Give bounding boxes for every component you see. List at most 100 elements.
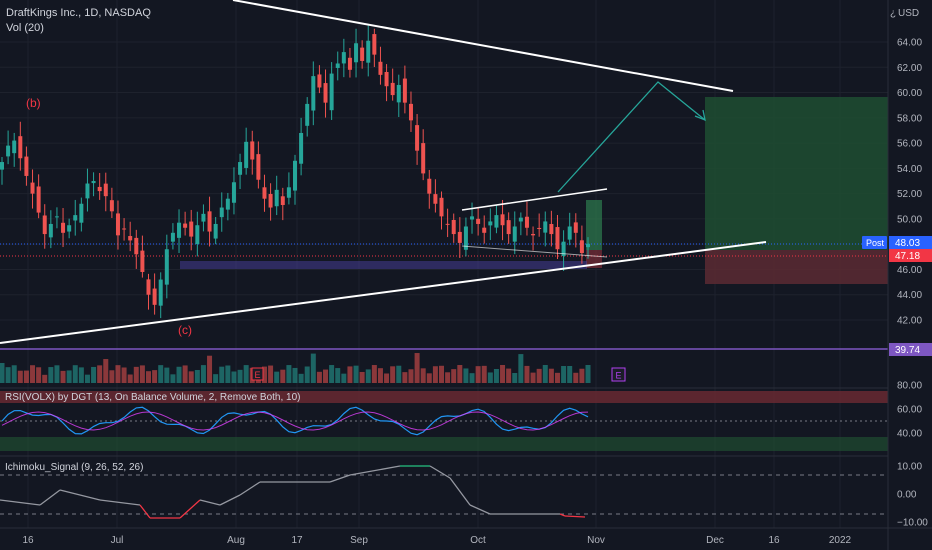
long-target-zone[interactable] [705,97,888,250]
candle-body [341,52,346,64]
volume-bar [542,365,548,383]
x-axis[interactable]: 16 Jul Aug 17 Sep Oct Nov Dec 16 2022 [22,535,851,546]
candle-body [103,183,108,197]
volume-bar [182,365,188,383]
volume-bar [487,372,493,383]
candle-body [164,249,169,285]
channel-upper-line[interactable] [461,188,608,211]
volume-bar [23,370,29,383]
candle-body [408,103,413,121]
earnings-badge-1-label: E [255,370,261,380]
volume-bar [133,366,139,383]
volume-bar [396,365,402,383]
volume-bar [365,369,371,383]
candle-body [250,141,255,160]
volume-bar [170,374,176,383]
candle-body [128,236,133,241]
volume-bar [426,373,432,383]
volume-bar [329,365,335,383]
candle-body [567,226,572,240]
volume-bar [408,369,414,383]
candle-body [262,187,267,199]
upper-trendline[interactable] [232,0,734,92]
volume-bar [42,374,48,383]
volume-bar [11,365,17,383]
candle-body [140,250,145,272]
support-zone [180,261,587,269]
osc-y-tick-label: −10.00 [897,518,928,529]
candle-body [445,223,450,225]
projection-path[interactable] [557,81,706,193]
x-tick-label: 16 [22,535,34,546]
candle-body [451,219,456,235]
volume-bar [347,366,353,383]
candle-body [311,76,316,111]
purple-level-value: 39.74 [895,345,920,356]
candle-body [470,216,475,220]
candle-body [12,140,17,154]
long-stop-zone[interactable] [705,250,888,284]
osc-y-tick-label: 40.00 [897,429,922,440]
small-target-box [586,200,602,250]
rsi-oversold-band [0,437,888,451]
earnings-badge-2[interactable] [611,367,626,382]
volume-bar [402,372,408,383]
ichimoku-segment [0,499,41,506]
volume-bar [194,369,200,383]
y-tick-label: 64.00 [897,38,922,49]
volume-bar [17,370,23,383]
candle-body [488,221,493,226]
volume-bars [0,353,591,383]
candle-body [476,218,481,224]
x-tick-label: 17 [291,535,303,546]
symbol-title: DraftKings Inc., 1D, NASDAQ [6,7,151,19]
candle-body [97,186,102,192]
osc-y-tick-label: 60.00 [897,405,922,416]
ichimoku-segment [99,499,141,506]
x-tick-label: 2022 [829,535,852,546]
candle-body [24,156,29,176]
volume-bar [48,367,54,383]
earnings-badge-1[interactable] [251,367,264,381]
y-tick-label: 46.00 [897,265,922,276]
x-tick-label: Aug [227,535,245,546]
currency-label[interactable]: USD [898,8,919,19]
candle-body [213,223,218,239]
ichimoku-segment [329,474,351,483]
purple-level-box [889,343,932,356]
volume-bar [268,365,274,383]
candle-body [329,73,334,111]
rsi-line [1,406,589,436]
volume-bar [286,365,292,383]
volume-bar [341,373,347,383]
candle-body [506,220,511,235]
y-tick-label: 52.00 [897,189,922,200]
candle-body [152,288,157,305]
volume-bar [261,366,267,383]
candlesticks [0,25,590,319]
candle-body [225,198,230,210]
candle-body [347,57,352,70]
lower-trendline[interactable] [0,241,767,344]
x-tick-label: Sep [350,535,368,546]
candle-body [396,84,401,103]
currency-chevron-icon[interactable]: ¿ [890,8,896,19]
post-label: Post [866,238,885,248]
volume-bar [176,366,182,383]
candle-body [30,182,35,194]
volume-bar [237,369,243,383]
candle-body [268,193,273,208]
candle-body [360,47,365,61]
post-price-box [889,236,932,249]
volume-bar [109,370,115,383]
candle-body [531,233,536,236]
volume-bar [432,366,438,383]
candle-body [293,160,297,191]
osc-y-tick-label: 80.00 [897,381,922,392]
candle-body [286,187,291,198]
candle-body [134,237,139,255]
volume-bar [91,366,97,383]
osc-y-tick-label: 0.00 [897,490,917,501]
candle-body [579,240,584,254]
